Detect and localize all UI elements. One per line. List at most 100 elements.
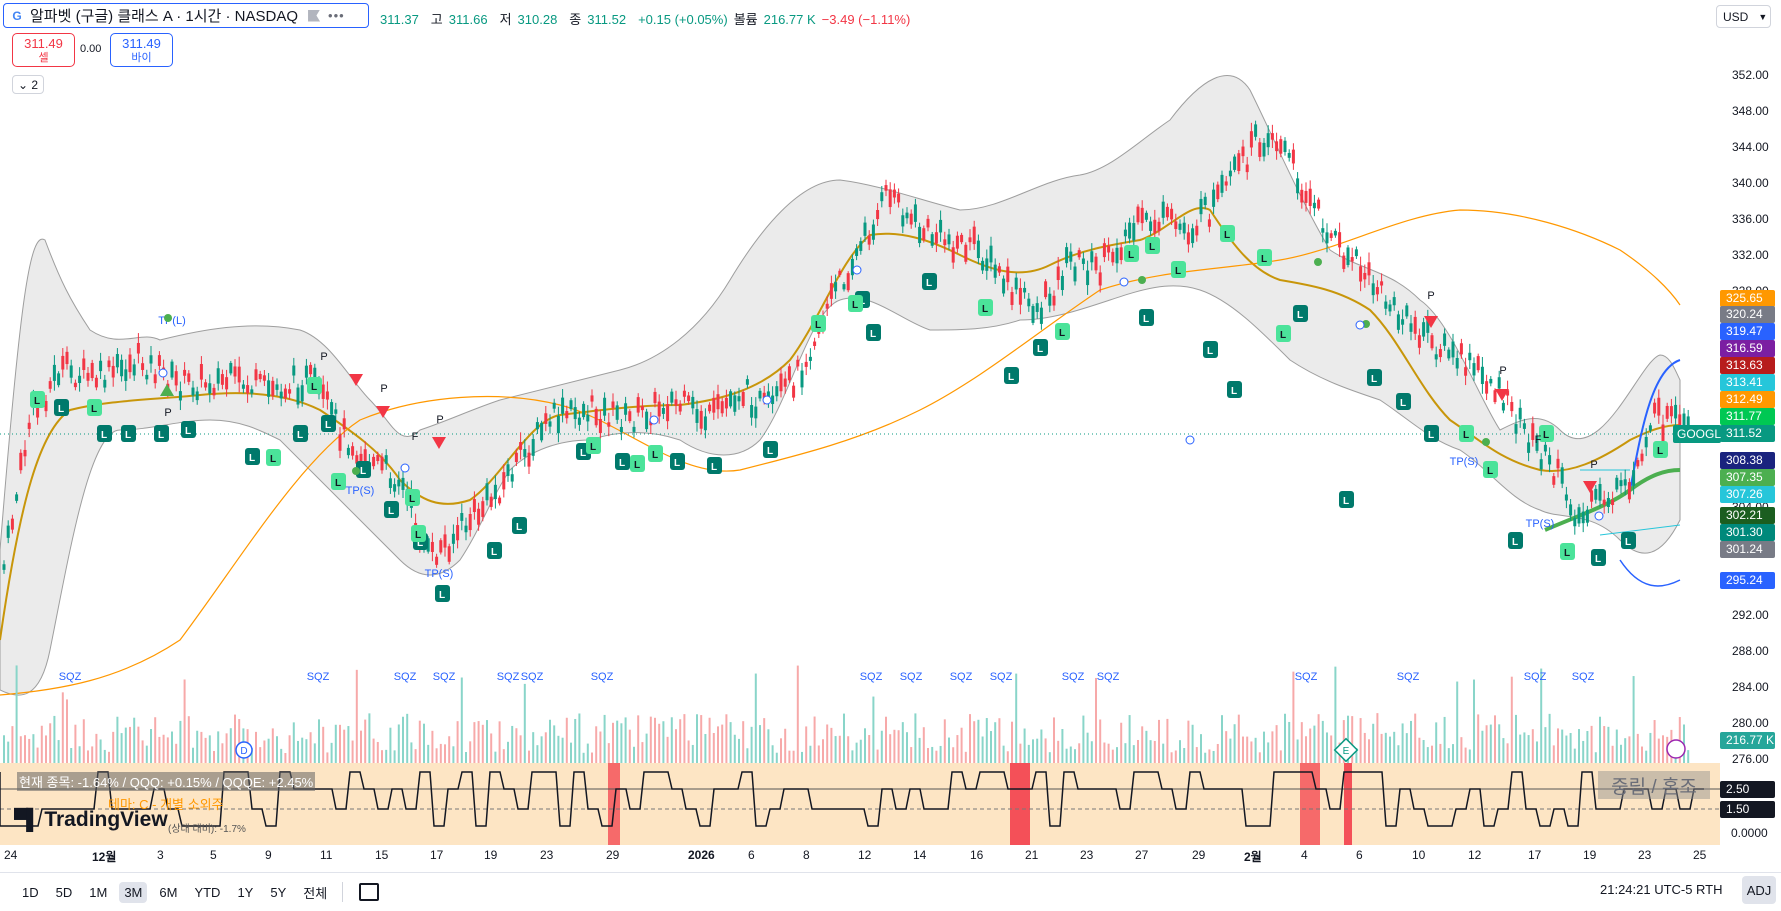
- long-signal[interactable]: [245, 448, 260, 465]
- long-signal-light[interactable]: [331, 473, 346, 490]
- long-signal[interactable]: [181, 421, 196, 438]
- buy-button[interactable]: 311.49 바이: [110, 33, 173, 67]
- long-signal-light[interactable]: [1124, 245, 1139, 262]
- squeeze-label: SQZ: [1097, 671, 1120, 683]
- long-signal[interactable]: [1508, 532, 1523, 549]
- range-button-ytd[interactable]: YTD: [194, 884, 221, 900]
- long-signal-light[interactable]: [848, 295, 863, 312]
- long-signal[interactable]: [321, 415, 336, 432]
- long-signal[interactable]: [487, 542, 502, 559]
- collapse-indicators-button[interactable]: ⌄ 2: [12, 75, 44, 94]
- long-signal[interactable]: [97, 425, 112, 442]
- long-signal[interactable]: [512, 517, 527, 534]
- currency-select[interactable]: USD ▼: [1716, 5, 1771, 28]
- long-signal[interactable]: [1139, 309, 1154, 326]
- volume-bar: [872, 696, 875, 763]
- lightning-icon[interactable]: [1666, 739, 1686, 759]
- range-button-1m[interactable]: 1M: [89, 884, 108, 900]
- sell-triangle-icon[interactable]: [349, 374, 363, 386]
- sell-triangle-icon[interactable]: [1424, 316, 1438, 328]
- sell-triangle-icon[interactable]: [1583, 481, 1597, 493]
- buy-triangle-icon[interactable]: [160, 384, 174, 396]
- sell-triangle-icon[interactable]: [1495, 389, 1509, 401]
- long-signal[interactable]: [1339, 491, 1354, 508]
- time-axis[interactable]: 24 12월 3 5 9 11 15 17 19 23 29 2026 6 8 12 14 16 21 23 27 29…: [0, 848, 1720, 868]
- sell-triangle-icon[interactable]: [432, 437, 446, 449]
- long-signal[interactable]: [670, 453, 685, 470]
- dividend-marker[interactable]: [235, 741, 253, 759]
- long-signal-light[interactable]: [1276, 325, 1291, 342]
- long-signal[interactable]: [1424, 425, 1439, 442]
- long-signal[interactable]: [1203, 341, 1218, 358]
- sell-triangle-icon[interactable]: [376, 406, 390, 418]
- earnings-marker[interactable]: [1333, 737, 1359, 763]
- clock[interactable]: 21:24:21 UTC-5: [1600, 882, 1693, 897]
- more-icon[interactable]: •••: [328, 8, 345, 23]
- long-signal-light[interactable]: [648, 445, 663, 462]
- time-tick: 19: [484, 848, 498, 862]
- long-signal-light[interactable]: [1171, 261, 1186, 278]
- long-signal[interactable]: [1621, 532, 1636, 549]
- session-toggle[interactable]: RTH: [1696, 882, 1723, 897]
- long-signal[interactable]: [1004, 367, 1019, 384]
- long-signal-light[interactable]: [1539, 425, 1554, 442]
- long-signal[interactable]: [1033, 339, 1048, 356]
- long-signal-light[interactable]: [87, 399, 102, 416]
- range-button-1d[interactable]: 1D: [22, 884, 39, 900]
- symbol-title-box[interactable]: G 알파벳 (구글) 클래스 A · 1시간 · NASDAQ •••: [3, 3, 369, 28]
- long-signal-light[interactable]: [1653, 441, 1668, 458]
- long-signal[interactable]: [1227, 381, 1242, 398]
- candle-body: [1157, 221, 1161, 232]
- long-signal[interactable]: [922, 273, 937, 290]
- price-chart[interactable]: L L L L L L L L L L L L L L L L L L L L L L L L L L L L L L L L L L L L L L L L…: [0, 0, 1720, 848]
- long-signal-light[interactable]: [1257, 249, 1272, 266]
- long-signal[interactable]: [293, 425, 308, 442]
- volume-bar: [414, 749, 417, 763]
- long-signal[interactable]: [154, 425, 169, 442]
- long-signal[interactable]: [615, 453, 630, 470]
- long-signal-light[interactable]: [1220, 225, 1235, 242]
- long-signal[interactable]: [763, 441, 778, 458]
- long-signal[interactable]: [707, 457, 722, 474]
- long-signal-light[interactable]: [811, 315, 826, 332]
- price-label: 302.21: [1720, 507, 1775, 524]
- long-signal[interactable]: [1367, 369, 1382, 386]
- long-signal[interactable]: [384, 501, 399, 518]
- candle-body: [1119, 247, 1123, 261]
- long-signal-light[interactable]: [1145, 237, 1160, 254]
- candle-body: [1447, 349, 1451, 359]
- range-button-1y[interactable]: 1Y: [237, 884, 254, 900]
- long-signal[interactable]: [435, 585, 450, 602]
- volume-bar: [1296, 739, 1299, 763]
- long-signal[interactable]: [1591, 549, 1606, 566]
- adjust-button[interactable]: ADJ: [1742, 876, 1776, 904]
- long-signal-light[interactable]: [978, 299, 993, 316]
- long-signal-light[interactable]: [307, 377, 322, 394]
- long-signal[interactable]: [1293, 305, 1308, 322]
- sell-button[interactable]: 311.49 셀: [12, 33, 75, 67]
- volume-bar: [1162, 743, 1165, 763]
- long-signal[interactable]: [54, 399, 69, 416]
- long-signal[interactable]: [121, 425, 136, 442]
- long-signal-light[interactable]: [1483, 461, 1498, 478]
- date-range-icon[interactable]: [359, 883, 380, 901]
- long-signal[interactable]: [356, 461, 371, 478]
- range-button-3m[interactable]: 3M: [119, 881, 148, 903]
- long-signal-light[interactable]: [405, 489, 420, 506]
- long-signal-light[interactable]: [630, 455, 645, 472]
- long-signal-light[interactable]: [411, 525, 426, 542]
- long-signal-light[interactable]: [30, 391, 45, 408]
- long-signal-light[interactable]: [1459, 425, 1474, 442]
- long-signal[interactable]: [1396, 393, 1411, 410]
- range-button-5d[interactable]: 5D: [55, 884, 73, 900]
- long-signal-light[interactable]: [586, 437, 601, 454]
- flag-icon[interactable]: [308, 9, 321, 22]
- long-signal-light[interactable]: [266, 449, 281, 466]
- range-button-6m[interactable]: 6M: [159, 884, 178, 900]
- long-signal-light[interactable]: [1560, 543, 1575, 560]
- range-button-전체[interactable]: 전체: [303, 885, 328, 901]
- price-label: 308.38: [1720, 452, 1775, 469]
- range-button-5y[interactable]: 5Y: [270, 884, 287, 900]
- long-signal[interactable]: [866, 324, 881, 341]
- long-signal-light[interactable]: [1055, 323, 1070, 340]
